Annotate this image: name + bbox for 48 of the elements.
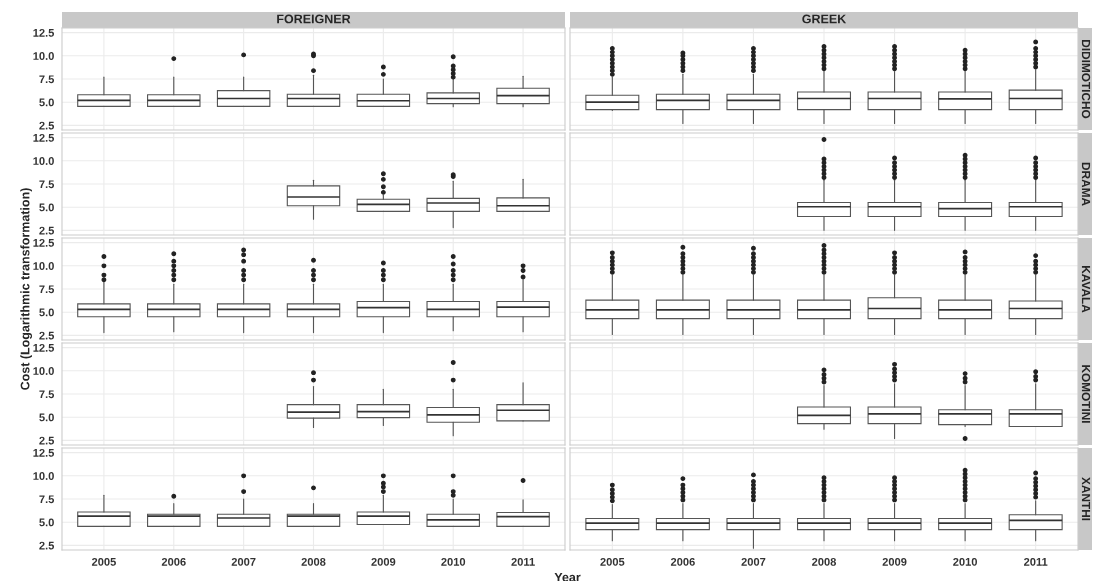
y-tick-label: 12.5 bbox=[33, 343, 55, 352]
chart-title: FOREIGNER bbox=[277, 14, 351, 24]
y-tick-label: 2.5 bbox=[39, 541, 55, 550]
y-tick-label: 5.0 bbox=[39, 413, 54, 422]
y2-axis-title: KAVALA bbox=[1081, 266, 1091, 313]
y-tick-label: 7.5 bbox=[39, 285, 55, 294]
y2-axis-title: DRAMA bbox=[1081, 162, 1091, 206]
y-tick-label: 2.5 bbox=[39, 226, 55, 235]
x-tick-label: 2006 bbox=[670, 557, 695, 566]
x-tick-label: 2007 bbox=[231, 557, 256, 566]
y-tick-label: 7.5 bbox=[39, 495, 55, 504]
x-tick-label: 2006 bbox=[161, 557, 186, 566]
y-tick-label: 7.5 bbox=[39, 390, 55, 399]
x-tick-label: 2009 bbox=[882, 557, 907, 566]
x-tick-label: 2010 bbox=[441, 557, 466, 566]
y-tick-label: 5.0 bbox=[39, 308, 54, 317]
x-tick-label: 2008 bbox=[812, 557, 837, 566]
x-tick-label: 2010 bbox=[953, 557, 978, 566]
y-tick-label: 10.0 bbox=[33, 52, 54, 60]
y-tick-label: 12.5 bbox=[33, 133, 55, 142]
y-tick-label: 10.0 bbox=[33, 157, 54, 165]
y-tick-label: 12.5 bbox=[33, 238, 55, 247]
y-tick-label: 10.0 bbox=[33, 262, 54, 270]
x-tick-label: 2005 bbox=[91, 557, 116, 566]
x-axis-title: Year bbox=[554, 572, 581, 581]
y-tick-label: 12.5 bbox=[33, 448, 55, 457]
y-tick-label: 10.0 bbox=[33, 367, 54, 375]
x-tick-label: 2011 bbox=[511, 557, 535, 566]
y-tick-label: 10.0 bbox=[33, 472, 54, 480]
x-tick-label: 2008 bbox=[301, 557, 326, 566]
y-tick-label: 12.5 bbox=[33, 28, 55, 37]
y2-axis-title: XANTHI bbox=[1081, 477, 1091, 521]
y-tick-label: 5.0 bbox=[39, 203, 54, 212]
y-tick-label: 7.5 bbox=[39, 75, 55, 84]
y-tick-label: 2.5 bbox=[39, 331, 55, 340]
y-tick-label: 5.0 bbox=[39, 518, 54, 527]
x-tick-label: 2011 bbox=[1024, 557, 1048, 566]
y-tick-label: 7.5 bbox=[39, 180, 55, 189]
y-axis-title: Cost (Logarithmic transformation) bbox=[20, 188, 32, 390]
x-tick-label: 2007 bbox=[741, 557, 766, 566]
x-tick-label: 2005 bbox=[600, 557, 625, 566]
y2-axis-title: DIDIMOTICHO bbox=[1081, 40, 1091, 119]
y-tick-label: 5.0 bbox=[39, 98, 54, 107]
y2-axis-title: KOMOTINI bbox=[1081, 365, 1091, 423]
y-tick-label: 2.5 bbox=[39, 121, 55, 130]
y-tick-label: 2.5 bbox=[39, 436, 55, 445]
x-tick-label: 2009 bbox=[371, 557, 396, 566]
chart-title: GREEK bbox=[802, 14, 847, 24]
